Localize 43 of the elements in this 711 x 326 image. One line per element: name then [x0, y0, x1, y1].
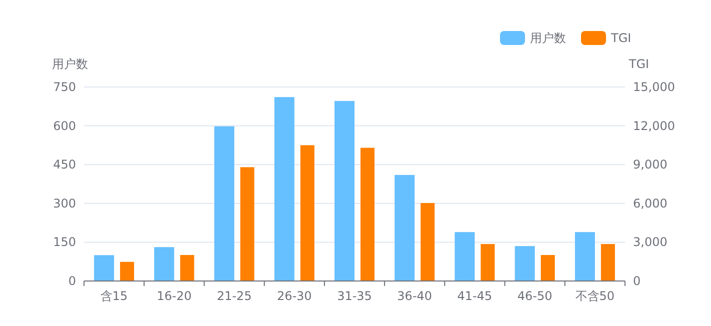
legend-label: 用户数 — [530, 31, 566, 45]
bar — [214, 126, 234, 281]
bar — [240, 167, 254, 281]
bar — [300, 145, 314, 281]
x-tick-label: 不含50 — [575, 289, 615, 303]
bar — [574, 232, 595, 281]
legend-label: TGI — [610, 31, 632, 45]
y2-tick-label: 15,000 — [633, 80, 675, 94]
bar — [154, 247, 174, 281]
bar — [394, 174, 415, 281]
y2-tick-label: 3,000 — [633, 235, 668, 250]
bar — [600, 244, 615, 281]
x-tick-label: 21-25 — [216, 289, 252, 303]
bar — [334, 100, 354, 281]
x-tick-label: 16-20 — [156, 289, 192, 303]
bar — [94, 255, 114, 281]
x-tick-label: 46-50 — [517, 289, 552, 303]
bar — [454, 232, 475, 281]
bar — [420, 203, 435, 281]
x-tick-label: 含15 — [100, 289, 128, 303]
bar — [274, 97, 294, 281]
y-tick-label: 300 — [53, 196, 76, 210]
y-tick-label: 450 — [53, 158, 76, 172]
y-tick-label: 150 — [53, 235, 76, 250]
y2-axis-title: TGI — [628, 57, 650, 71]
bar — [180, 255, 194, 281]
bar — [360, 148, 374, 281]
y-tick-label: 600 — [53, 118, 76, 133]
bar — [120, 262, 134, 281]
y2-tick-label: 6,000 — [633, 196, 668, 210]
y2-tick-label: 0 — [633, 274, 641, 288]
x-tick-label: 36-40 — [397, 289, 432, 303]
y-tick-label: 0 — [68, 274, 76, 288]
bar — [540, 255, 555, 281]
y-axis-title: 用户数 — [52, 57, 88, 71]
bar — [514, 246, 535, 281]
x-tick-label: 41-45 — [457, 289, 492, 303]
y2-tick-label: 9,000 — [633, 158, 668, 172]
y-tick-label: 750 — [53, 80, 76, 94]
bar — [480, 244, 495, 281]
x-tick-label: 31-35 — [337, 289, 372, 303]
y2-tick-label: 12,000 — [633, 118, 675, 133]
x-tick-label: 26-30 — [276, 289, 312, 303]
